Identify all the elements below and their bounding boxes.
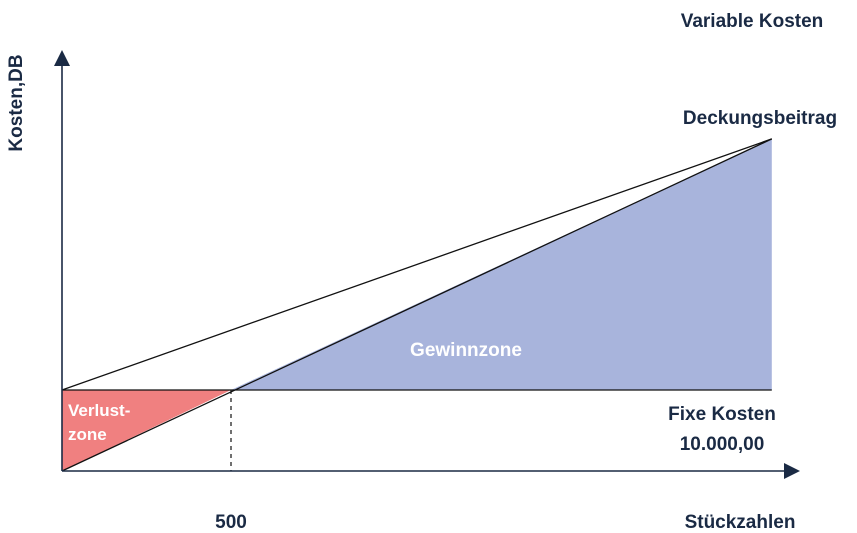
profit-zone-label: Gewinnzone xyxy=(410,340,522,361)
series-label-contribution-margin: Deckungsbeitrag xyxy=(683,108,837,129)
variable-costs-line xyxy=(61,138,773,391)
fixed-costs-value: 10.000,00 xyxy=(680,434,765,455)
profit-zone-area xyxy=(231,138,772,390)
x-axis-title: Stückzahlen xyxy=(685,512,796,533)
contribution-margin-line xyxy=(61,138,773,472)
loss-zone-label-line1: Verlust- xyxy=(68,401,130,420)
loss-zone-label-line2: zone xyxy=(68,425,107,444)
x-tick-label-500: 500 xyxy=(215,512,247,533)
fixed-costs-label: Fixe Kosten xyxy=(668,404,776,425)
y-axis-title: Kosten,DB xyxy=(6,54,27,151)
series-label-variable-costs: Variable Kosten xyxy=(681,11,824,32)
